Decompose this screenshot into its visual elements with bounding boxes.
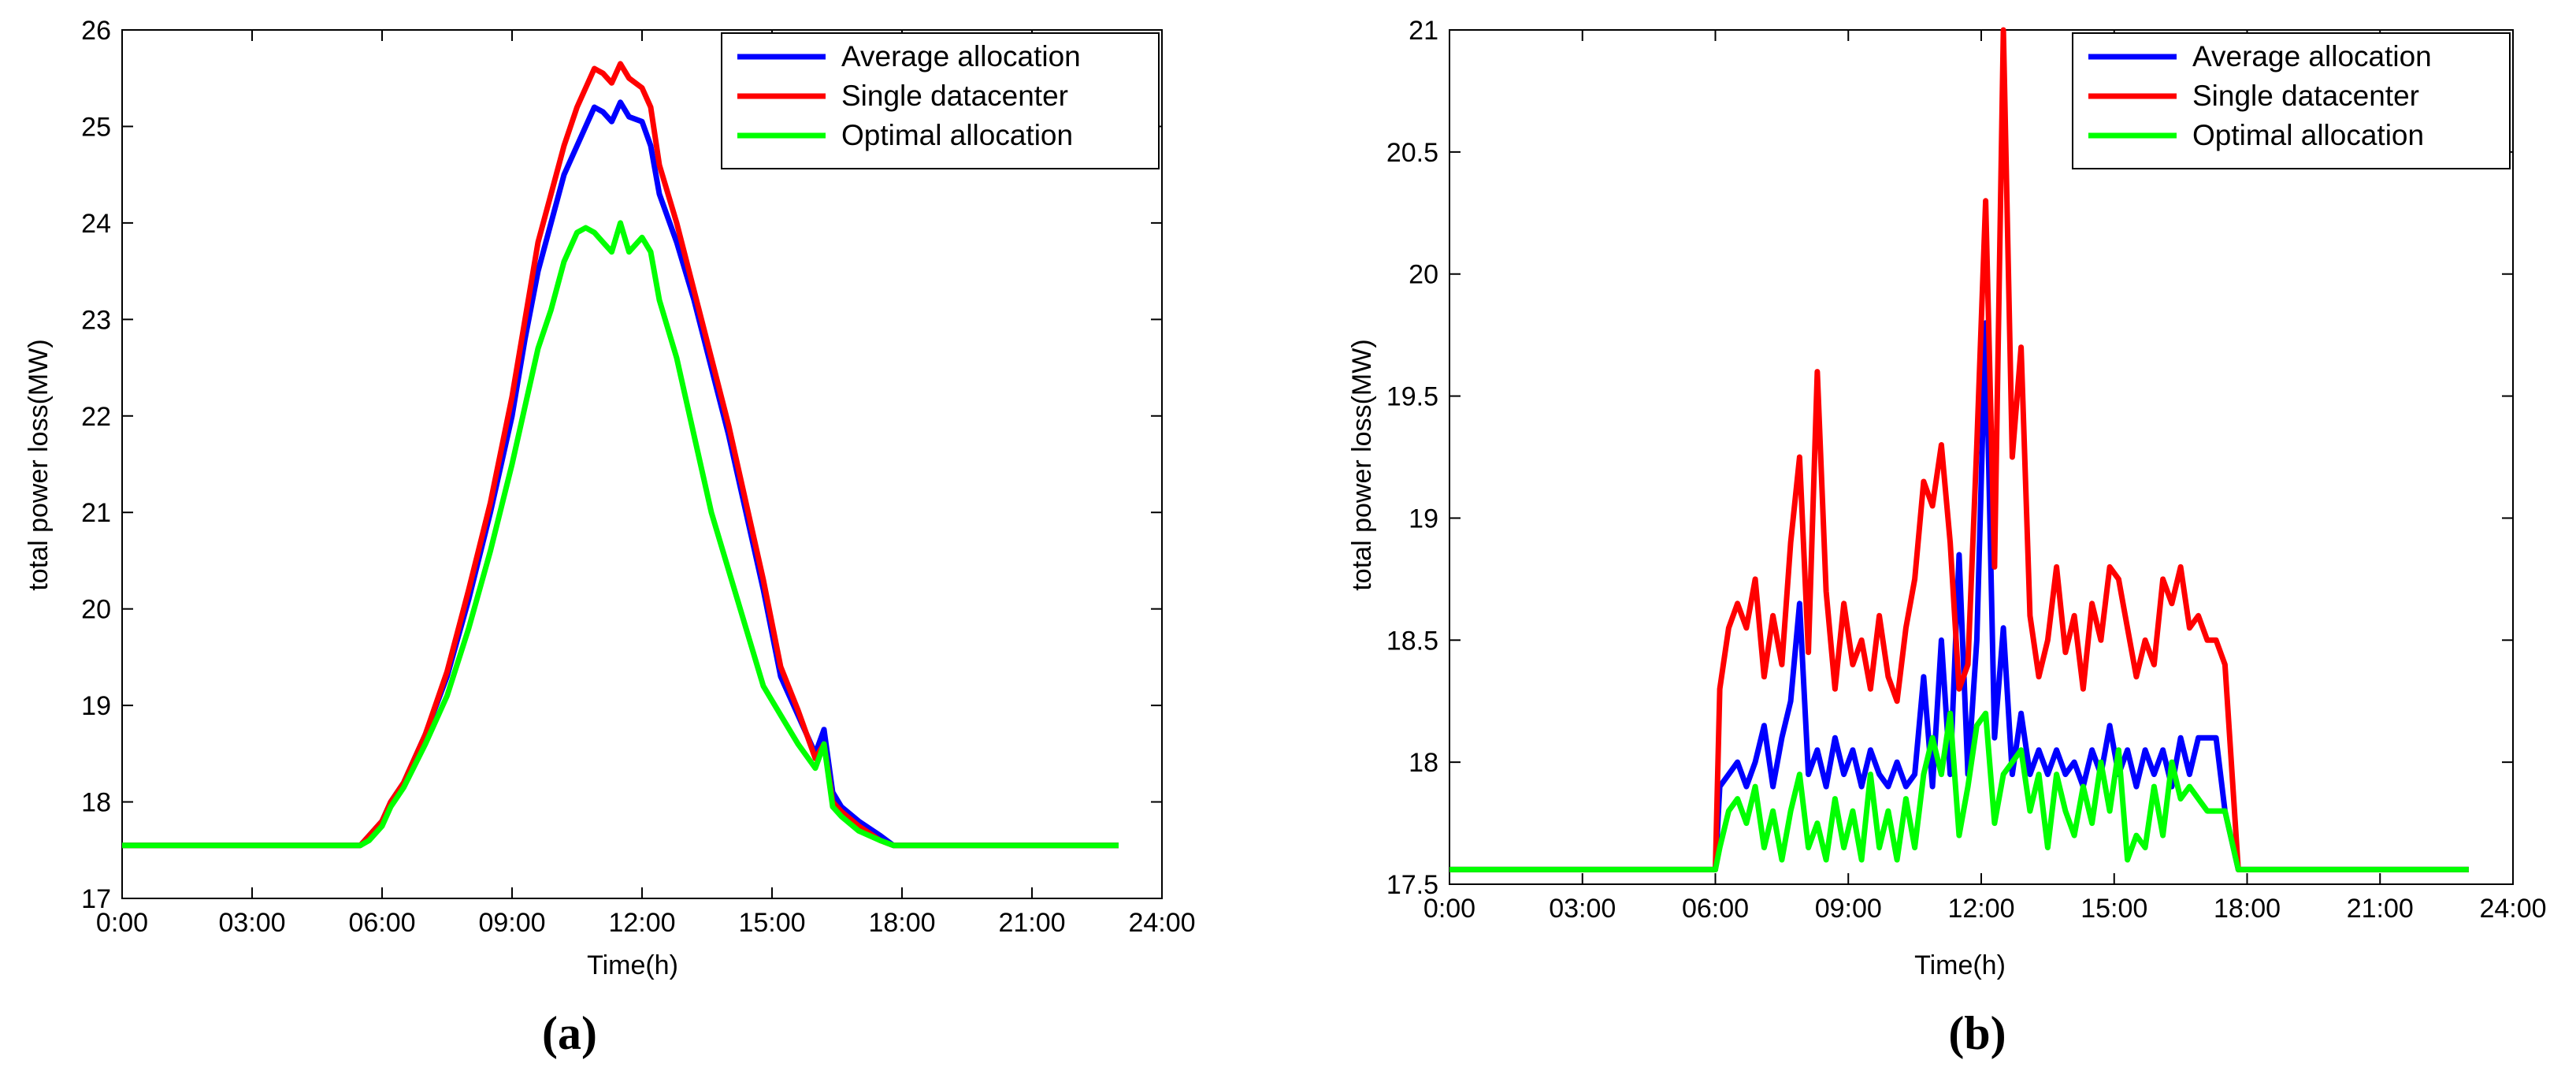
panel-a-plot-area: [121, 29, 1163, 899]
panel-a-series-optimal-allocation: [122, 220, 1119, 849]
panel-b-legend-label-single-datacenter: Single datacenter: [2192, 80, 2419, 112]
panel-b-x-tick-label: 24:00: [2479, 894, 2546, 924]
panel-a-x-tick-label: 09:00: [478, 908, 545, 938]
panel-a-y-tick-label: 19: [81, 691, 111, 721]
panel-b-y-tick-label: 20: [1409, 260, 1438, 290]
panel-b-x-tick-label: 21:00: [2347, 894, 2414, 924]
panel-b-y-tick-label: 18: [1409, 748, 1438, 778]
panel-b-x-tick-label: 12:00: [1947, 894, 2014, 924]
panel-b-axes: 0:00 03:00 06:00 09:00 12:00 15:00 18:00 21:00 2…: [1386, 16, 2547, 924]
panel-b-y-tick-label: 19: [1409, 504, 1438, 534]
panel-a-legend-label-optimal-allocation: Optimal allocation: [841, 119, 1073, 151]
panel-b-y-tick-label: 21: [1409, 16, 1438, 46]
panel-b-y-tick-label: 17.5: [1386, 870, 1438, 900]
panel-b-series-optimal-allocation: [1449, 710, 2469, 872]
panel-a-y-tick-label: 24: [81, 209, 111, 239]
panel-b-chart: 0:00 03:00 06:00 09:00 12:00 15:00 18:00 21:00 2…: [1347, 16, 2547, 1059]
panel-b-legend-label-optimal-allocation: Optimal allocation: [2192, 119, 2424, 151]
panel-a-y-tick-label: 26: [81, 16, 111, 46]
panel-a-legend-label-average-allocation: Average allocation: [841, 40, 1081, 73]
panel-b-legend-label-average-allocation: Average allocation: [2192, 40, 2432, 73]
panel-a-x-axis-label: Time(h): [587, 950, 678, 980]
panel-b-series: [1449, 27, 2469, 872]
panel-b-x-axis-label: Time(h): [1914, 950, 2006, 980]
panel-a-y-tick-label: 17: [81, 884, 111, 914]
panel-a-y-tick-label: 21: [81, 498, 111, 528]
panel-a-x-tick-label: 18:00: [868, 908, 935, 938]
panel-a-y-axis-label: total power loss(MW): [24, 339, 54, 590]
panel-b-x-tick-label: 15:00: [2080, 894, 2147, 924]
panel-b-legend: Average allocation Single datacenter Optim…: [2072, 32, 2511, 169]
panel-a-y-tick-label: 25: [81, 112, 111, 142]
panel-a-series: [122, 61, 1119, 849]
panel-b-series-average-allocation: [1449, 320, 2469, 872]
panel-a-chart: 0:00 03:00 06:00 09:00 12:00 15:00 18:00 21:00 2…: [24, 16, 1196, 1059]
panel-a-caption: (a): [542, 1007, 597, 1059]
panel-a-axes: 0:00 03:00 06:00 09:00 12:00 15:00 18:00 21:00 2…: [81, 16, 1195, 938]
panel-b-x-tick-label: 18:00: [2214, 894, 2281, 924]
panel-a-x-tick-label: 0:00: [96, 908, 148, 938]
panel-b-series-single-datacenter: [1449, 27, 2469, 872]
panel-a-frame: [121, 29, 1163, 899]
panel-a-x-tick-label: 03:00: [218, 908, 285, 938]
panel-a-y-tick-label: 20: [81, 595, 111, 625]
panel-a-y-tick-label: 18: [81, 788, 111, 818]
panel-b-y-tick-label: 20.5: [1386, 138, 1438, 168]
panel-a-x-tick-label: 15:00: [738, 908, 805, 938]
panel-a-x-tick-label: 12:00: [608, 908, 675, 938]
panel-a-legend-label-single-datacenter: Single datacenter: [841, 80, 1068, 112]
panel-a-y-tick-label: 22: [81, 402, 111, 432]
panel-b-x-tick-label: 0:00: [1423, 894, 1475, 924]
panel-a-legend: Average allocation Single datacenter Optim…: [721, 32, 1160, 169]
panel-b-x-tick-label: 06:00: [1682, 894, 1749, 924]
panel-a-x-tick-label: 21:00: [998, 908, 1065, 938]
panel-b-y-axis-label: total power loss(MW): [1347, 339, 1377, 590]
panel-a-y-tick-label: 23: [81, 305, 111, 335]
panel-b-x-tick-label: 03:00: [1549, 894, 1616, 924]
panel-b-x-tick-label: 09:00: [1815, 894, 1882, 924]
panel-a-x-tick-label: 06:00: [348, 908, 415, 938]
panel-a-x-tick-label: 24:00: [1128, 908, 1195, 938]
panel-b-y-tick-label: 19.5: [1386, 382, 1438, 412]
panel-b-caption: (b): [1948, 1007, 2006, 1059]
panel-b-y-tick-label: 18.5: [1386, 626, 1438, 656]
